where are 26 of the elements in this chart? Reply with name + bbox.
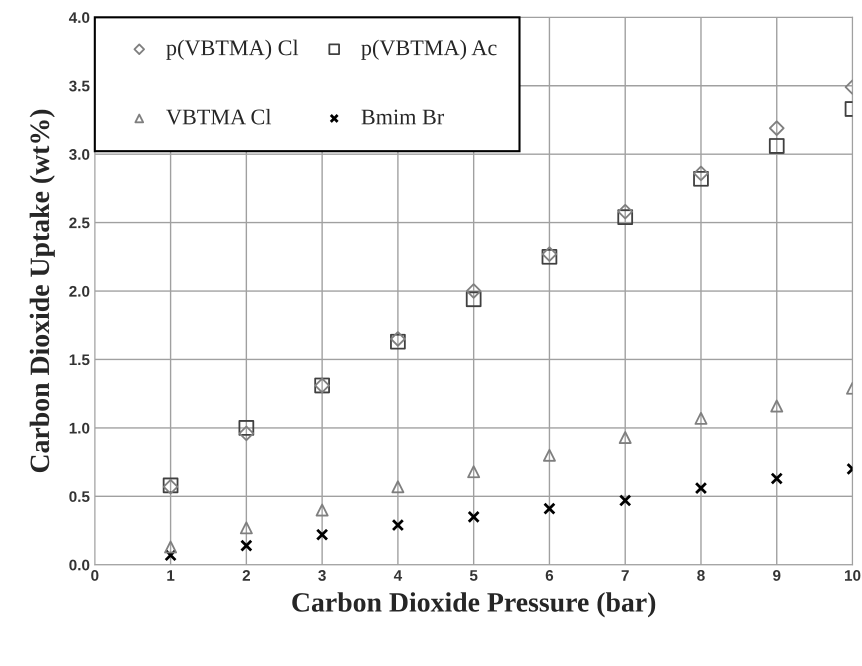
x-tick-label: 10 [844,570,860,581]
y-tick-label: 3.5 [69,80,90,92]
x-tick-label: 5 [470,570,478,581]
y-tick-label: 4.0 [68,12,90,23]
x-tick-label: 4 [394,570,402,581]
x-tick-label: 8 [697,570,705,581]
x-tick-label: 6 [546,570,554,581]
legend-label: Bmim Br [362,110,444,124]
x-tick-label: 7 [622,570,629,581]
y-axis-title: Carbon Dioxide Uptake (wt%) [30,110,55,472]
y-tick-label: 3.0 [69,149,90,160]
y-tick-label: 0.5 [69,491,90,502]
x-tick-label: 3 [318,570,326,581]
x-tick-label: 9 [773,570,780,581]
y-tick-label: 1.5 [70,354,90,366]
legend-label: VBTMA Cl [166,108,272,125]
y-tick-label: 1.0 [70,422,90,434]
y-tick-label: 2.5 [69,217,90,228]
legend-label: p(VBTMA) Ac [361,40,497,60]
x-tick-label: 1 [167,570,174,581]
legend-label: p(VBTMA) Cl [166,40,298,60]
x-tick-label: 0 [91,570,98,581]
x-axis-title: Carbon Dioxide Pressure (bar) [292,592,656,618]
x-tick-label: 2 [242,570,250,581]
y-tick-label: 2.0 [69,286,90,297]
y-tick-label: 0.0 [69,560,90,570]
